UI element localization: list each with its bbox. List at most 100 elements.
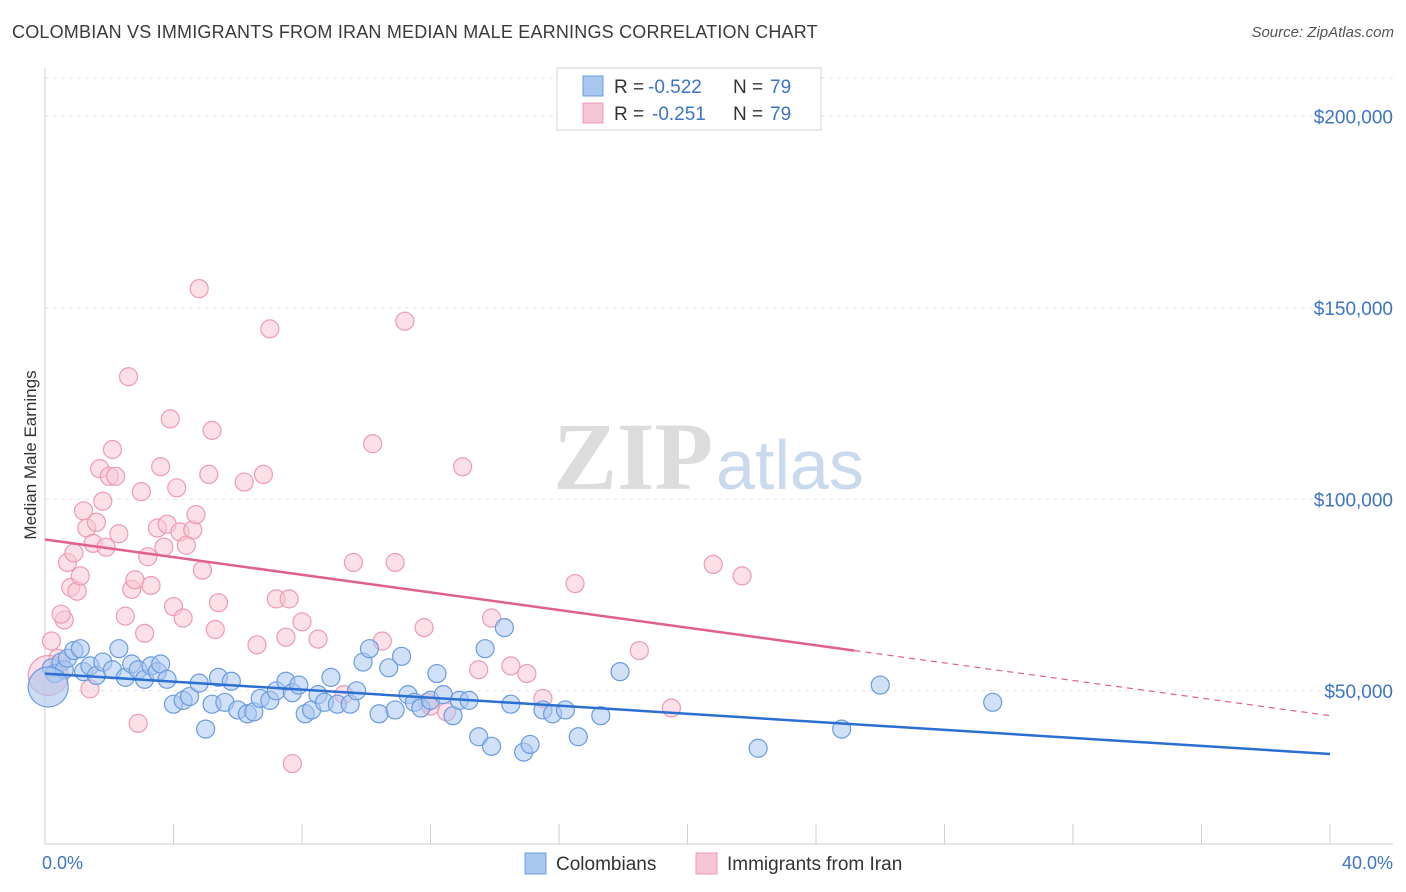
iran-point-74	[565, 573, 585, 594]
trend-line-iran	[44, 538, 855, 652]
legend-swatch-colombians	[582, 75, 604, 97]
colombians-cluster-point	[27, 666, 69, 708]
series-legend: Colombians Immigrants from Iran	[524, 852, 902, 875]
iran-point-57	[308, 629, 328, 649]
iran-point-20	[109, 524, 129, 544]
colombians-point-64	[481, 736, 502, 756]
series-colombians-points	[27, 618, 1003, 762]
iran-point-44	[199, 464, 219, 485]
iran-point-31	[151, 457, 171, 477]
iran-point-53	[276, 627, 296, 647]
chart-title: COLOMBIAN VS IMMIGRANTS FROM IRAN MEDIAN…	[12, 22, 818, 42]
iran-point-77	[703, 554, 723, 575]
colombians-point-23	[179, 686, 200, 707]
y-tick-label-3: $200,000	[1314, 107, 1393, 128]
colombians-point-78	[983, 692, 1003, 712]
iran-point-24	[125, 570, 145, 590]
iran-point-54	[279, 589, 299, 609]
iran-point-3	[51, 604, 71, 624]
axes	[44, 68, 1393, 845]
bottom-swatch-iran	[695, 852, 718, 875]
iran-point-45	[202, 420, 222, 440]
iran-point-63	[395, 311, 415, 331]
iran-point-29	[141, 575, 161, 596]
x-tick-label-1: 40.0%	[1342, 853, 1393, 873]
x-tick-labels: 0.0% 40.0%	[42, 853, 1393, 873]
gridlines	[45, 77, 1393, 692]
iran-point-78	[732, 566, 752, 586]
colombians-point-68	[520, 734, 540, 755]
iran-point-43	[192, 560, 213, 580]
colombians-point-71	[555, 700, 576, 720]
iran-point-47	[208, 593, 229, 613]
legend-n-label-2: N =	[733, 104, 763, 125]
iran-point-69	[469, 660, 489, 680]
iran-point-15	[93, 491, 113, 511]
iran-point-56	[292, 612, 312, 632]
colombians-point-62	[469, 727, 489, 747]
y-tick-label-2: $150,000	[1314, 299, 1393, 320]
iran-point-34	[160, 409, 180, 429]
trend-lines	[44, 538, 1331, 756]
iran-point-0	[41, 631, 62, 651]
colombians-point-74	[610, 662, 630, 682]
iran-point-72	[517, 663, 537, 684]
colombians-point-6	[70, 639, 90, 659]
colombians-point-72	[568, 727, 588, 747]
iran-point-41	[186, 505, 206, 525]
iran-point-60	[363, 434, 383, 454]
colombians-point-46	[347, 681, 367, 701]
iran-point-21	[115, 606, 135, 626]
correlation-legend: R = -0.522 N = 79 R = -0.251 N = 79	[556, 67, 822, 131]
iran-point-32	[154, 537, 174, 557]
trend-line-colombians	[44, 672, 1331, 756]
colombians-point-20	[157, 669, 177, 689]
legend-swatch-iran	[582, 102, 604, 124]
colombians-point-73	[591, 706, 611, 726]
legend-n-value-2: 79	[770, 104, 791, 125]
iran-point-19	[106, 466, 126, 486]
legend-r-value-1: -0.522	[648, 77, 702, 98]
iran-point-48	[234, 472, 254, 492]
x-tick-label-0: 0.0%	[42, 853, 83, 873]
colombians-point-77	[870, 675, 890, 695]
iran-point-8	[70, 566, 90, 586]
colombians-point-12	[109, 639, 129, 659]
watermark-atlas: atlas	[716, 426, 864, 504]
colombians-point-50	[379, 658, 399, 678]
colombians-point-48	[359, 639, 380, 659]
y-tick-label-0: $50,000	[1324, 682, 1393, 703]
y-tick-labels: $50,000 $100,000 $150,000 $200,000	[1314, 107, 1393, 703]
watermark-zip: ZIP	[553, 403, 713, 510]
legend-n-value-1: 79	[770, 77, 791, 98]
iran-point-18	[102, 439, 123, 460]
iran-point-26	[131, 482, 151, 502]
colombians-point-57	[427, 663, 447, 684]
iran-point-22	[118, 367, 139, 387]
iran-point-68	[453, 457, 473, 477]
colombians-point-43	[321, 667, 341, 687]
iran-point-59	[343, 552, 363, 573]
iran-point-42	[189, 279, 209, 299]
iran-point-75	[629, 640, 649, 661]
iran-point-46	[205, 619, 225, 640]
iran-point-62	[385, 552, 405, 573]
colombians-point-52	[391, 646, 412, 666]
colombians-point-29	[221, 671, 241, 691]
source-label: Source: ZipAtlas.com	[1251, 24, 1394, 41]
colombians-point-51	[385, 700, 405, 720]
colombians-point-63	[475, 639, 495, 659]
iran-point-64	[414, 618, 434, 638]
legend-colombians: Colombians	[556, 854, 656, 875]
iran-point-25	[128, 713, 148, 733]
legend-n-label-1: N =	[733, 77, 763, 98]
iran-point-55	[282, 753, 302, 774]
legend-iran: Immigrants from Iran	[727, 854, 902, 875]
iran-point-13	[86, 512, 107, 532]
iran-point-51	[260, 319, 280, 339]
colombians-point-75	[748, 738, 768, 758]
iran-point-71	[501, 656, 521, 676]
colombians-point-25	[196, 719, 216, 739]
series-iran-points	[27, 279, 752, 774]
